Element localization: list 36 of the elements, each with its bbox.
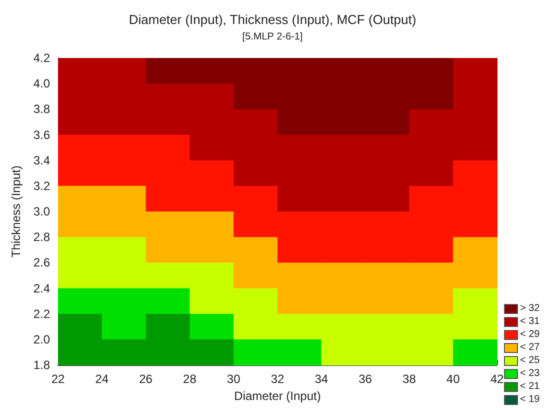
chart-subtitle: [5.MLP 2-6-1]: [242, 32, 303, 42]
x-tick-label: 32: [270, 372, 284, 386]
y-tick-label: 3.0: [33, 204, 50, 218]
y-axis-title: Thickness (Input): [9, 165, 23, 258]
chart-title: Diameter (Input), Thickness (Input), MCF (Output): [128, 12, 416, 27]
color-bar-label: < 27: [520, 342, 540, 353]
y-tick-label: 4.2: [33, 51, 50, 65]
color-bar-label: < 23: [520, 368, 540, 379]
y-tick-label: 3.6: [33, 128, 50, 142]
x-tick-label: 22: [51, 372, 65, 386]
color-bar-label: < 25: [520, 355, 540, 366]
y-tick-label: 2.2: [33, 306, 50, 321]
x-tick-label: 42: [490, 372, 504, 386]
x-axis-title: Diameter (Input): [234, 388, 321, 403]
x-tick-label: 26: [139, 372, 153, 386]
y-tick-label: 1.8: [33, 358, 50, 372]
x-tick-label: 38: [402, 372, 416, 386]
x-tick-label: 28: [183, 372, 197, 386]
y-tick-label: 3.2: [33, 178, 50, 193]
x-tick-label: 24: [95, 372, 109, 386]
color-bar-label: < 29: [520, 329, 540, 340]
color-bar-label: < 19: [520, 394, 540, 405]
color-bar-label: < 31: [520, 316, 540, 327]
x-tick-label: 30: [226, 372, 241, 386]
x-tick-label: 40: [446, 372, 460, 386]
y-tick-label: 3.4: [33, 153, 50, 168]
y-tick-label: 2.0: [33, 332, 50, 346]
y-tick-label: 2.8: [33, 230, 50, 244]
y-tick-label: 4.0: [33, 76, 50, 91]
x-tick-label: 36: [358, 372, 372, 386]
y-tick-label: 2.4: [33, 281, 50, 296]
y-tick-label: 2.6: [33, 256, 50, 270]
y-tick-label: 3.8: [33, 102, 50, 116]
x-tick-label: 34: [314, 372, 328, 386]
color-bar-label: < 21: [520, 381, 540, 392]
color-bar-label: > 32: [520, 303, 540, 314]
